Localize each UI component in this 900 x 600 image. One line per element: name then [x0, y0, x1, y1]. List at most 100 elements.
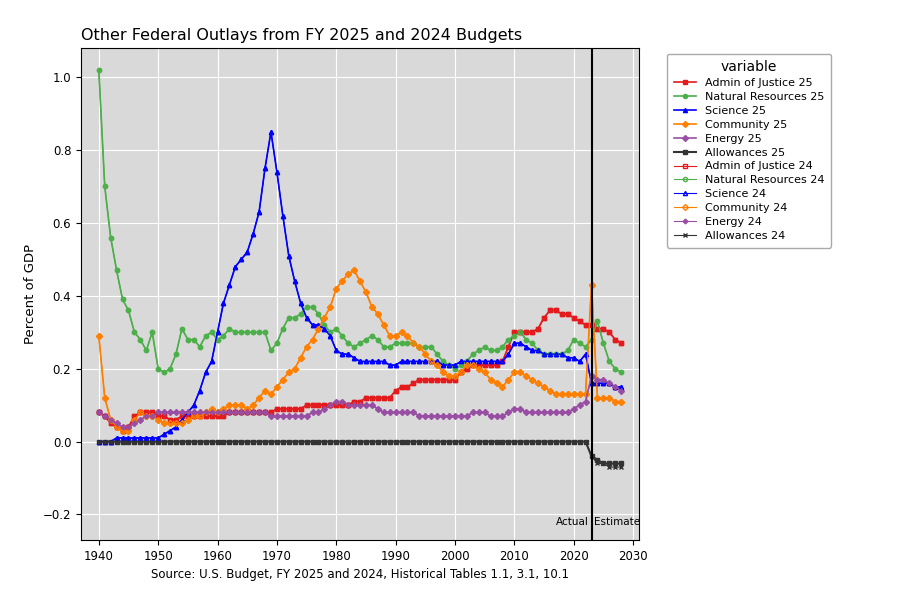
Line: Natural Resources 25: Natural Resources 25: [96, 68, 624, 374]
Text: Actual: Actual: [555, 517, 589, 527]
Energy 24: [94, 409, 104, 416]
Community 25: [165, 420, 176, 427]
Natural Resources 25: [302, 303, 312, 310]
Community 24: [568, 391, 579, 398]
Science 24: [158, 431, 169, 438]
Natural Resources 25: [616, 369, 626, 376]
Energy 25: [616, 387, 626, 394]
Community 25: [302, 343, 312, 350]
Text: Estimate: Estimate: [595, 517, 641, 527]
Admin of Justice 25: [302, 401, 312, 409]
Line: Science 25: Science 25: [96, 130, 624, 443]
Natural Resources 24: [562, 347, 573, 354]
Community 24: [616, 398, 626, 405]
Natural Resources 25: [366, 332, 377, 340]
Admin of Justice 25: [366, 394, 377, 401]
Admin of Justice 25: [544, 307, 555, 314]
Admin of Justice 25: [165, 416, 176, 424]
Energy 24: [165, 409, 176, 416]
Energy 25: [165, 409, 176, 416]
Community 24: [373, 310, 383, 317]
Energy 25: [206, 409, 217, 416]
Science 25: [158, 431, 169, 438]
Natural Resources 24: [94, 66, 104, 73]
Community 25: [153, 416, 164, 424]
Line: Natural Resources 24: Natural Resources 24: [96, 68, 624, 374]
Allowances 25: [616, 460, 626, 467]
Energy 25: [586, 373, 597, 380]
Community 24: [302, 343, 312, 350]
Admin of Justice 25: [568, 314, 579, 321]
Natural Resources 24: [158, 369, 169, 376]
Natural Resources 25: [206, 329, 217, 336]
Community 25: [348, 267, 359, 274]
Natural Resources 25: [94, 66, 104, 73]
Science 24: [94, 438, 104, 445]
Text: Other Federal Outlays from FY 2025 and 2024 Budgets: Other Federal Outlays from FY 2025 and 2…: [81, 28, 522, 43]
Admin of Justice 24: [568, 314, 579, 321]
Admin of Justice 25: [616, 340, 626, 347]
Science 25: [266, 128, 276, 136]
Science 25: [562, 354, 573, 361]
Energy 24: [366, 401, 377, 409]
Allowances 24: [201, 438, 212, 445]
Energy 24: [616, 387, 626, 394]
Energy 24: [302, 412, 312, 419]
Allowances 24: [147, 438, 158, 445]
Admin of Justice 24: [94, 409, 104, 416]
Allowances 24: [604, 464, 615, 471]
Science 24: [616, 383, 626, 391]
Allowances 24: [158, 438, 169, 445]
Community 24: [165, 420, 176, 427]
Community 24: [153, 416, 164, 424]
Science 24: [302, 314, 312, 321]
Allowances 25: [94, 438, 104, 445]
Natural Resources 24: [147, 329, 158, 336]
Science 24: [147, 434, 158, 442]
Science 24: [366, 358, 377, 365]
Allowances 25: [361, 438, 372, 445]
Line: Allowances 24: Allowances 24: [96, 440, 624, 469]
Admin of Justice 25: [206, 412, 217, 419]
Natural Resources 24: [366, 332, 377, 340]
Science 24: [201, 369, 212, 376]
Community 24: [348, 267, 359, 274]
Community 25: [616, 398, 626, 405]
Allowances 25: [295, 438, 306, 445]
Admin of Justice 24: [117, 427, 128, 434]
Allowances 25: [158, 438, 169, 445]
Line: Community 25: Community 25: [96, 268, 624, 433]
Natural Resources 25: [158, 369, 169, 376]
Community 25: [117, 427, 128, 434]
Admin of Justice 25: [117, 427, 128, 434]
Energy 24: [562, 409, 573, 416]
Allowances 24: [295, 438, 306, 445]
Community 24: [94, 332, 104, 340]
Energy 24: [586, 373, 597, 380]
Line: Science 24: Science 24: [96, 130, 624, 443]
Energy 25: [562, 409, 573, 416]
Energy 24: [153, 409, 164, 416]
Natural Resources 25: [165, 365, 176, 373]
Allowances 25: [556, 438, 567, 445]
Allowances 24: [556, 438, 567, 445]
Science 24: [562, 354, 573, 361]
Line: Admin of Justice 25: Admin of Justice 25: [96, 308, 624, 433]
Line: Allowances 25: Allowances 25: [96, 440, 624, 466]
Science 24: [266, 128, 276, 136]
Community 25: [206, 405, 217, 412]
Energy 25: [302, 412, 312, 419]
Natural Resources 24: [616, 369, 626, 376]
X-axis label: Source: U.S. Budget, FY 2025 and 2024, Historical Tables 1.1, 3.1, 10.1: Source: U.S. Budget, FY 2025 and 2024, H…: [151, 568, 569, 581]
Community 25: [94, 332, 104, 340]
Allowances 25: [598, 460, 608, 467]
Energy 25: [94, 409, 104, 416]
Community 24: [117, 427, 128, 434]
Natural Resources 24: [206, 329, 217, 336]
Admin of Justice 24: [302, 401, 312, 409]
Admin of Justice 24: [206, 412, 217, 419]
Natural Resources 25: [147, 329, 158, 336]
Natural Resources 24: [302, 303, 312, 310]
Science 25: [94, 438, 104, 445]
Legend: Admin of Justice 25, Natural Resources 25, Science 25, Community 25, Energy 25, : Admin of Justice 25, Natural Resources 2…: [667, 53, 831, 248]
